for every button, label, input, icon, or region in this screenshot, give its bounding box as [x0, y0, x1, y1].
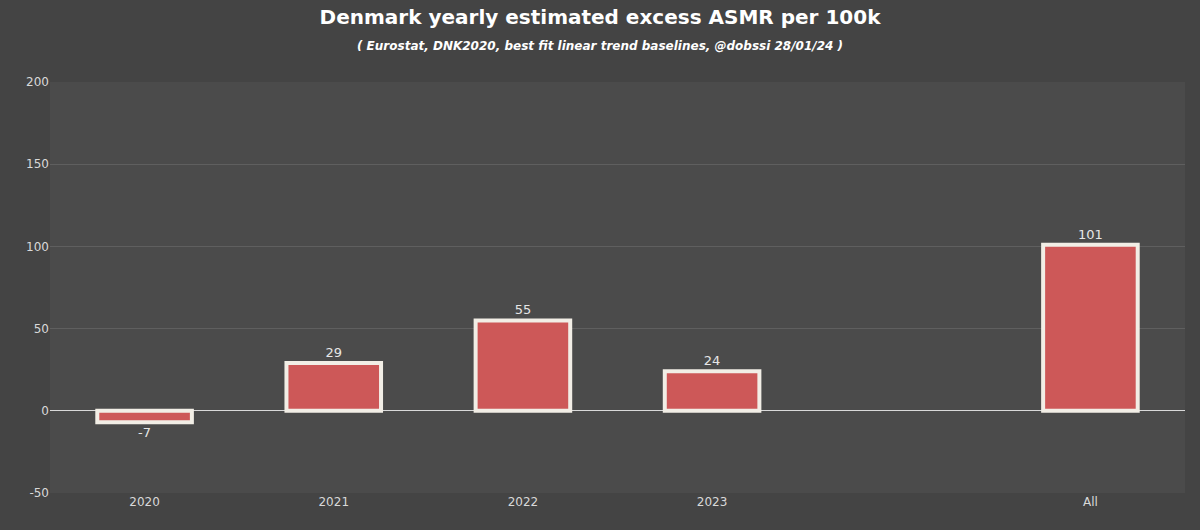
- svg-text:2021: 2021: [318, 495, 349, 509]
- svg-text:50: 50: [34, 322, 49, 336]
- svg-text:2020: 2020: [129, 495, 160, 509]
- svg-text:-7: -7: [138, 425, 151, 440]
- svg-text:24: 24: [704, 353, 721, 368]
- svg-text:200: 200: [26, 75, 49, 89]
- svg-text:Denmark yearly estimated exces: Denmark yearly estimated excess ASMR per…: [320, 5, 882, 53]
- svg-text:29: 29: [325, 345, 342, 360]
- svg-text:150: 150: [26, 157, 49, 171]
- svg-text:-50: -50: [29, 486, 49, 500]
- svg-text:0: 0: [41, 404, 49, 418]
- svg-text:All: All: [1083, 495, 1098, 509]
- svg-text:2022: 2022: [508, 495, 539, 509]
- svg-text:100: 100: [26, 240, 49, 254]
- svg-text:55: 55: [515, 302, 532, 317]
- svg-text:2023: 2023: [697, 495, 728, 509]
- svg-text:101: 101: [1078, 227, 1103, 242]
